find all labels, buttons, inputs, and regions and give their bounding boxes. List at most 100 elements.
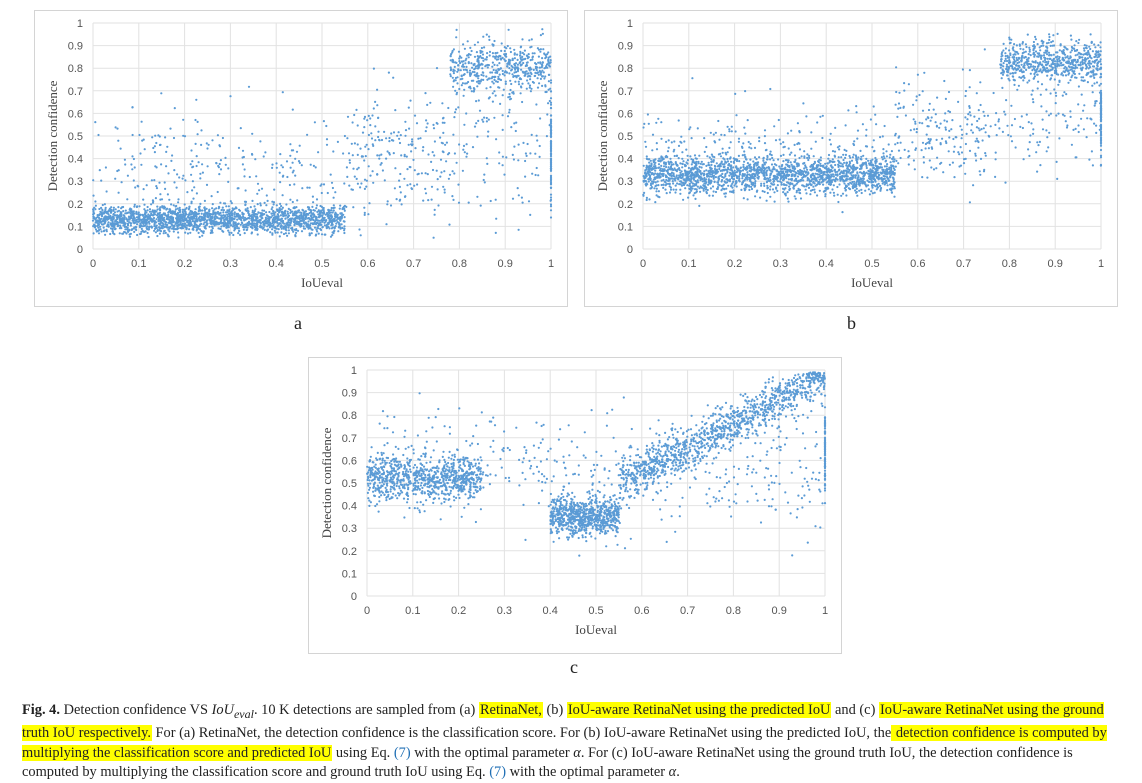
data-point xyxy=(177,212,179,214)
data-point xyxy=(519,51,521,53)
data-point xyxy=(310,215,312,217)
data-point xyxy=(521,38,523,40)
data-point xyxy=(454,111,456,113)
data-point xyxy=(264,151,266,153)
data-point xyxy=(105,217,107,219)
data-point xyxy=(139,152,141,154)
data-point xyxy=(243,229,245,231)
data-point xyxy=(544,57,546,59)
data-point xyxy=(787,182,789,184)
data-point xyxy=(204,216,206,218)
data-point xyxy=(159,144,161,146)
data-point xyxy=(754,195,756,197)
x-tick-label: 0 xyxy=(90,258,96,270)
data-point xyxy=(837,166,839,168)
data-point xyxy=(221,215,223,217)
data-point xyxy=(855,182,857,184)
data-point xyxy=(296,151,298,153)
data-point xyxy=(380,154,382,156)
data-point xyxy=(497,68,499,70)
data-point xyxy=(841,175,843,177)
data-point xyxy=(481,119,483,121)
data-point xyxy=(164,223,166,225)
y-tick-label: 0.8 xyxy=(68,63,83,75)
data-point xyxy=(886,182,888,184)
data-point xyxy=(323,120,325,122)
data-point xyxy=(450,55,452,57)
y-tick-label: 0.6 xyxy=(68,108,83,120)
data-point xyxy=(741,177,743,179)
data-point xyxy=(101,230,103,232)
data-point xyxy=(550,155,552,157)
data-point xyxy=(701,161,703,163)
data-point xyxy=(199,206,201,208)
data-point xyxy=(317,151,319,153)
data-point xyxy=(427,199,429,201)
data-point xyxy=(526,55,528,57)
data-point xyxy=(289,143,291,145)
data-point xyxy=(490,200,492,202)
data-point xyxy=(486,157,488,159)
data-point xyxy=(521,59,523,61)
data-point xyxy=(837,201,839,203)
data-point xyxy=(807,184,809,186)
data-point xyxy=(254,225,256,227)
data-point xyxy=(408,144,410,146)
data-point xyxy=(517,187,519,189)
data-point xyxy=(200,230,202,232)
data-point xyxy=(190,174,192,176)
data-point xyxy=(799,148,801,150)
data-point xyxy=(186,221,188,223)
data-point xyxy=(463,66,465,68)
data-point xyxy=(862,155,864,157)
x-tick-label: 0.3 xyxy=(223,258,238,270)
data-point xyxy=(139,214,141,216)
data-point xyxy=(229,95,231,97)
data-point xyxy=(190,210,192,212)
data-point xyxy=(770,151,772,153)
data-point xyxy=(530,90,532,92)
data-point xyxy=(793,166,795,168)
data-point xyxy=(256,217,258,219)
data-point xyxy=(168,199,170,201)
data-point xyxy=(249,223,251,225)
data-point xyxy=(786,171,788,173)
data-point xyxy=(302,210,304,212)
data-point xyxy=(92,211,94,213)
data-point xyxy=(339,208,341,210)
data-point xyxy=(113,222,115,224)
data-point xyxy=(177,231,179,233)
data-point xyxy=(214,218,216,220)
x-tick-label: 0.1 xyxy=(131,258,146,270)
data-point xyxy=(848,164,850,166)
data-point xyxy=(326,227,328,229)
data-point xyxy=(691,163,693,165)
data-point xyxy=(757,174,759,176)
data-point xyxy=(329,220,331,222)
data-point xyxy=(203,230,205,232)
data-point xyxy=(503,89,505,91)
data-point xyxy=(694,176,696,178)
data-point xyxy=(648,166,650,168)
data-point xyxy=(315,166,317,168)
data-point xyxy=(456,162,458,164)
data-point xyxy=(524,73,526,75)
data-point xyxy=(474,63,476,65)
data-point xyxy=(455,36,457,38)
data-point xyxy=(133,231,135,233)
data-point xyxy=(658,158,660,160)
data-point xyxy=(484,181,486,183)
data-point xyxy=(95,205,97,207)
data-point xyxy=(207,165,209,167)
data-point xyxy=(515,62,517,64)
data-point xyxy=(103,230,105,232)
data-point xyxy=(743,161,745,163)
data-point xyxy=(229,220,231,222)
data-point xyxy=(216,217,218,219)
data-point xyxy=(372,182,374,184)
data-point xyxy=(235,224,237,226)
data-point xyxy=(721,161,723,163)
data-point xyxy=(215,162,217,164)
data-point xyxy=(727,160,729,162)
data-point xyxy=(211,139,213,141)
